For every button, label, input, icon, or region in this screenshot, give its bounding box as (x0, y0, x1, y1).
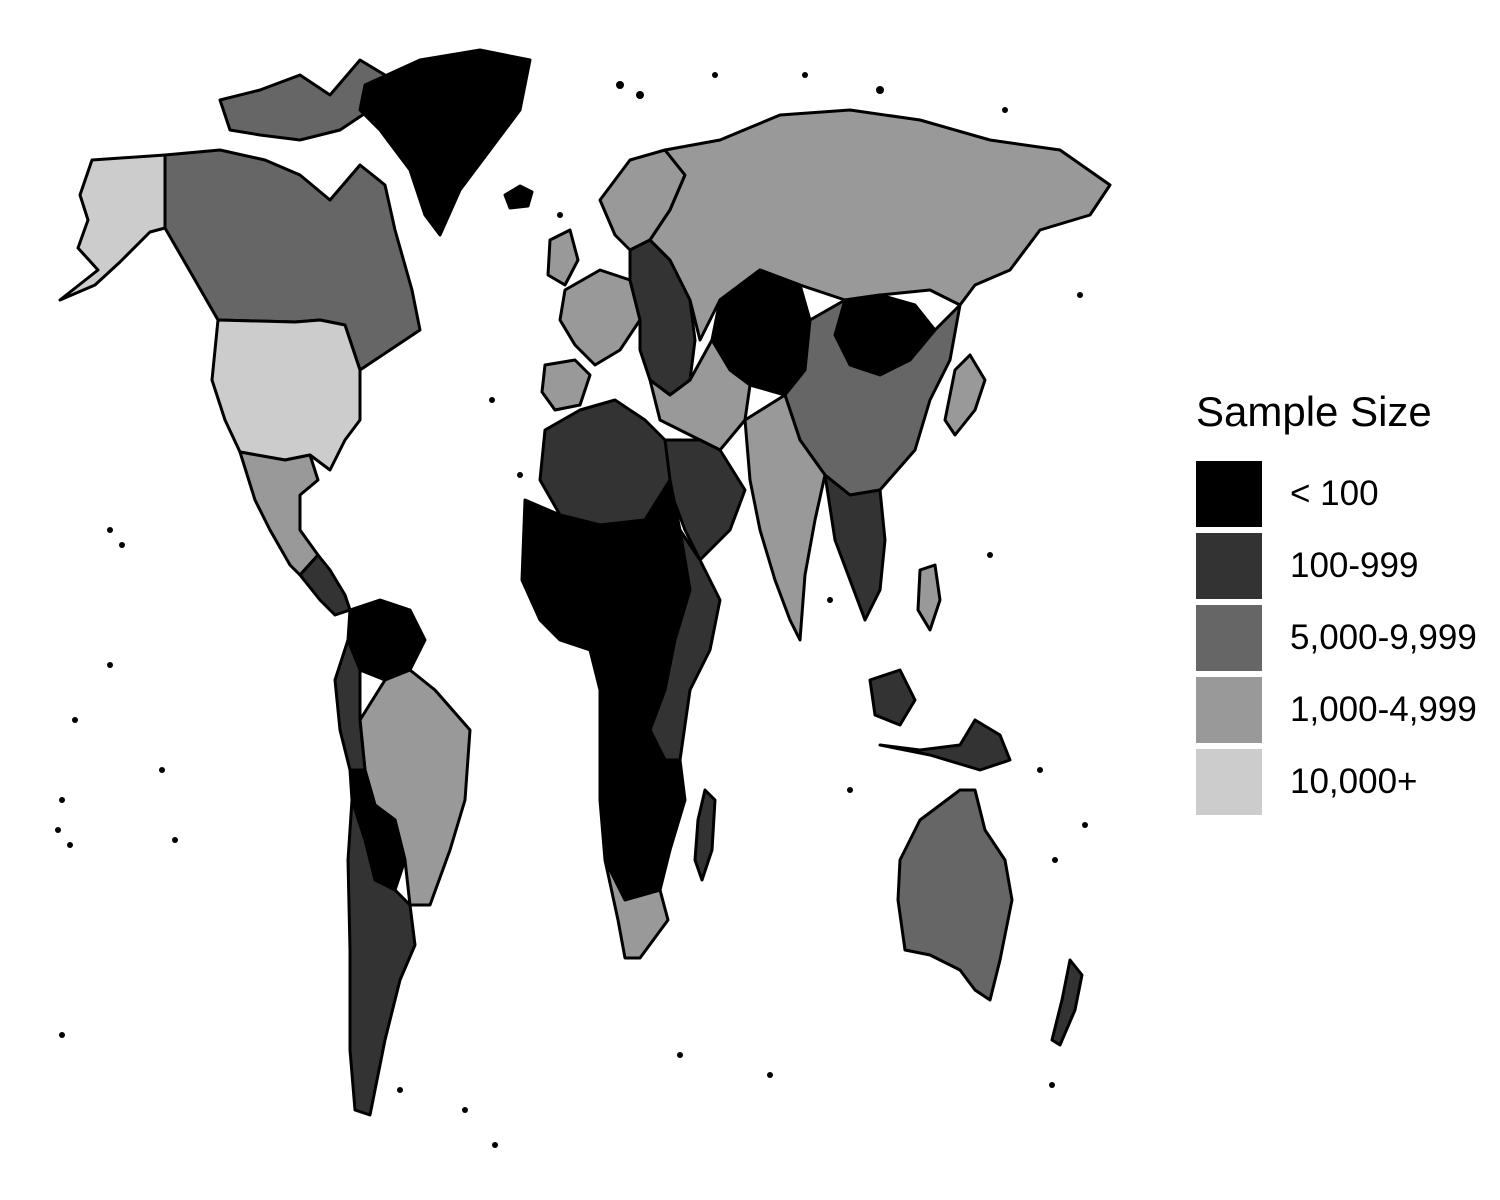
legend-item-5000-9999: 5,000-9,999 (1196, 602, 1496, 674)
legend-title: Sample Size (1196, 388, 1432, 435)
region-japan (943, 353, 987, 437)
legend-swatch (1196, 605, 1262, 671)
region-southeast-asia (823, 473, 887, 622)
legend-swatch (1196, 749, 1262, 815)
legend-label: < 100 (1290, 474, 1379, 513)
legend-item-100-999: 100-999 (1196, 530, 1496, 602)
region-western-europe (558, 268, 642, 367)
region-british-isles (546, 228, 580, 287)
region-india (743, 393, 827, 642)
legend-item-10000-plus: 10,000+ (1196, 746, 1496, 818)
region-iberia (540, 358, 592, 412)
region-southern-cone (346, 798, 417, 1117)
region-canada-arctic (218, 58, 387, 142)
legend-swatch (1196, 677, 1262, 743)
region-greenland (358, 48, 532, 237)
legend-item-1000-4999: 1,000-4,999 (1196, 674, 1496, 746)
legend-swatch (1196, 533, 1262, 599)
legend-swatch (1196, 461, 1262, 527)
region-australia (896, 788, 1014, 1002)
legend-label: 100-999 (1290, 546, 1419, 585)
region-south-africa (603, 858, 670, 960)
region-central-america (298, 553, 352, 617)
legend-label: 10,000+ (1290, 762, 1418, 801)
legend: Sample Size < 100 100-999 5,000-9,999 1,… (1196, 388, 1496, 818)
small-islands (55, 72, 1088, 1148)
region-alaska (58, 153, 167, 302)
region-new-zealand (1050, 958, 1084, 1047)
region-southern-africa (598, 688, 687, 902)
legend-label: 1,000-4,999 (1290, 690, 1477, 729)
region-middle-east (648, 338, 752, 452)
region-russia (648, 108, 1112, 342)
region-north-africa (538, 398, 672, 527)
region-philippines (916, 563, 942, 632)
region-indonesia (868, 668, 917, 727)
legend-item-lt100: < 100 (1196, 458, 1496, 530)
region-mexico (238, 450, 320, 577)
region-indonesia-east (878, 718, 1012, 772)
world-map (55, 48, 1112, 1148)
region-iceland (503, 184, 534, 210)
world-map-svg (55, 48, 1112, 1148)
region-united-states (210, 318, 362, 472)
legend-label: 5,000-9,999 (1290, 618, 1477, 657)
region-madagascar (693, 788, 717, 882)
